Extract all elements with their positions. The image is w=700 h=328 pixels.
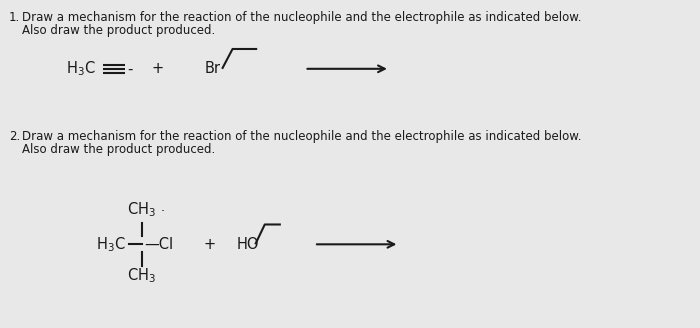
Text: 2.: 2. [9, 130, 20, 143]
Text: Also draw the product produced.: Also draw the product produced. [22, 24, 216, 37]
Text: CH$_3$: CH$_3$ [127, 200, 156, 219]
Text: +: + [203, 237, 216, 252]
Text: Draw a mechanism for the reaction of the nucleophile and the electrophile as ind: Draw a mechanism for the reaction of the… [22, 130, 582, 143]
Text: +: + [151, 61, 163, 76]
Text: HO: HO [237, 237, 259, 252]
Text: 1.: 1. [9, 11, 20, 24]
Text: —Cl: —Cl [144, 237, 174, 252]
Text: Also draw the product produced.: Also draw the product produced. [22, 143, 216, 156]
Text: ·: · [160, 205, 164, 218]
Text: Draw a mechanism for the reaction of the nucleophile and the electrophile as ind: Draw a mechanism for the reaction of the… [22, 11, 582, 24]
Text: CH$_3$: CH$_3$ [127, 267, 156, 285]
Text: Br: Br [205, 61, 221, 76]
Text: H$_3$C: H$_3$C [66, 59, 95, 78]
Text: H$_3$C: H$_3$C [96, 235, 126, 254]
Text: -: - [127, 61, 133, 76]
